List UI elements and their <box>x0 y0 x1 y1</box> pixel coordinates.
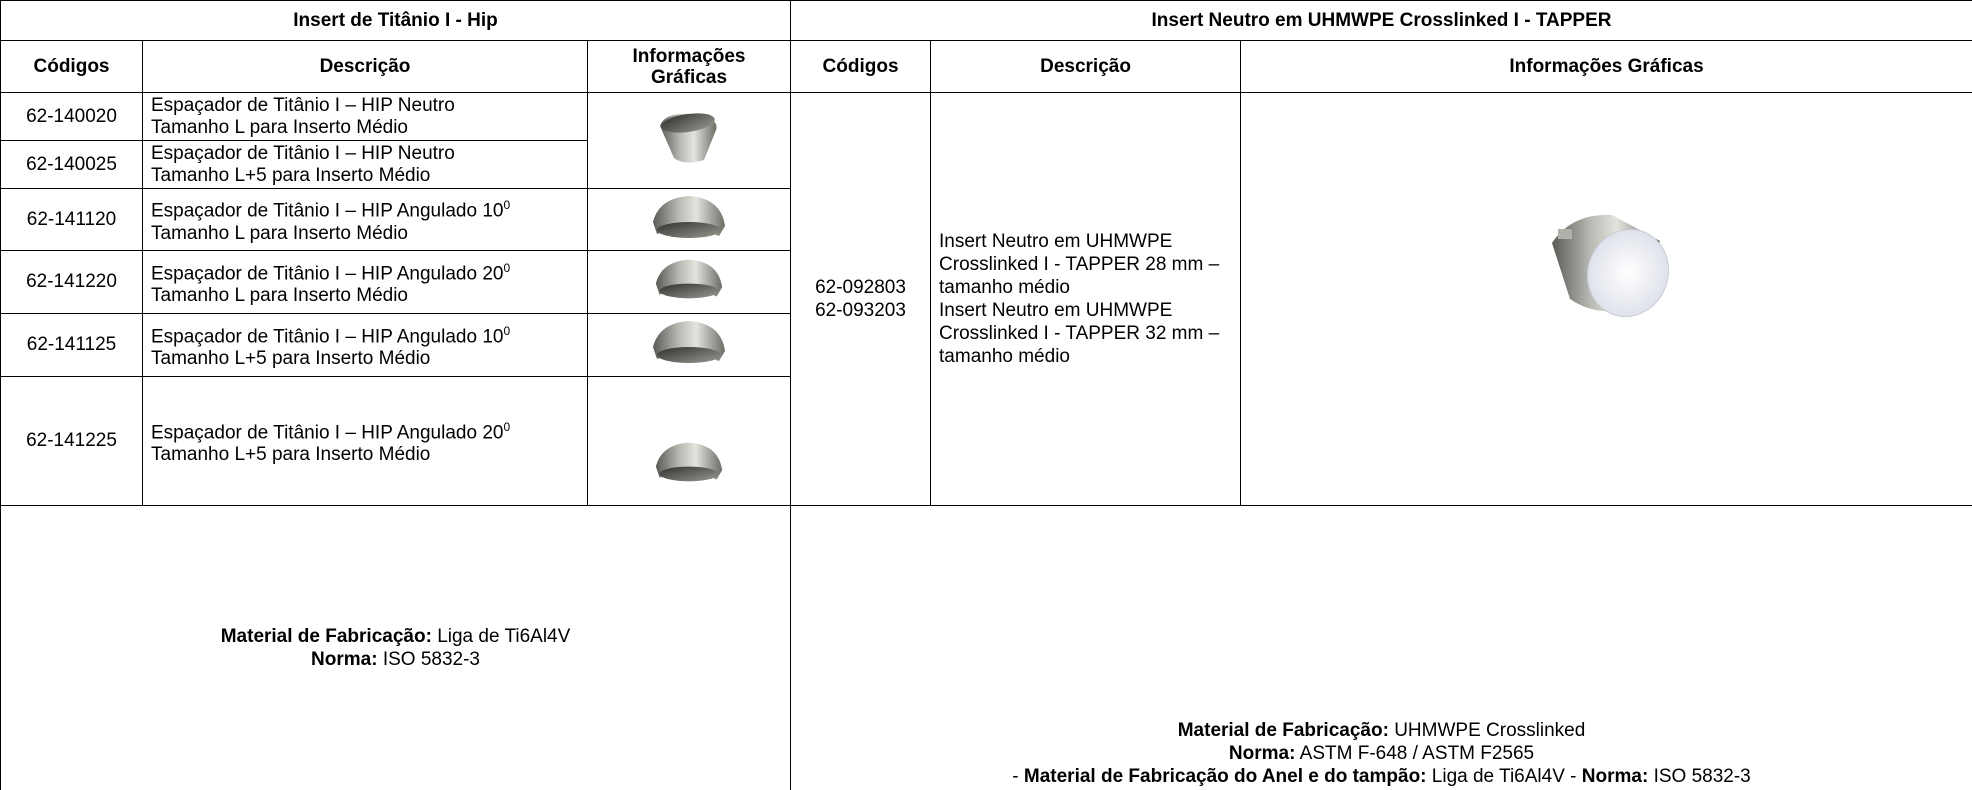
value: ISO 5832-3 <box>382 649 480 670</box>
header: Códigos <box>0 40 143 93</box>
value: Liga de Ti6Al4V - <box>1431 766 1577 787</box>
header: Informações Gráficas <box>1240 40 1972 93</box>
image-cell <box>586 250 792 314</box>
insert-image <box>1551 214 1669 318</box>
desc-line: Tamanho L para Inserto Médio <box>151 222 409 244</box>
label: Material de Fabricação do Anel e do tamp… <box>1023 766 1427 787</box>
spacer-image <box>655 259 723 299</box>
description: Espaçador de Titânio I – HIP Neutro Taman… <box>142 140 588 189</box>
value: ASTM F-648 / ASTM F2565 <box>1299 743 1535 764</box>
description-cell: Insert Neutro em UHMWPE Crosslinked I - … <box>930 92 1242 506</box>
description: Insert Neutro em UHMWPE Crosslinked I - … <box>939 300 1220 367</box>
desc-line: Tamanho L+5 para Inserto Médio <box>151 164 431 186</box>
desc-line: Tamanho L para Inserto Médio <box>151 116 409 138</box>
label: Material de Fabricação: <box>1177 720 1389 741</box>
desc-line: Tamanho L para Inserto Médio <box>151 285 409 307</box>
code: 62-141220 <box>0 250 143 314</box>
value: Liga de Ti6Al4V <box>437 626 571 647</box>
image-cell <box>586 313 792 377</box>
spacer-image <box>655 442 723 482</box>
description: Espaçador de Titânio I – HIP Angulado 10… <box>142 313 588 377</box>
code: 62-141120 <box>0 188 143 251</box>
description: Espaçador de Titânio I – HIP Angulado 20… <box>142 376 588 506</box>
desc-line: Tamanho L+5 para Inserto Médio <box>151 348 431 370</box>
desc-line: Espaçador de Titânio I – HIP Angulado 20 <box>151 263 504 285</box>
image-cell <box>1240 92 1972 506</box>
right-footer: Material de Fabricação: UHMWPE Crosslink… <box>790 505 1972 790</box>
right-title: Insert Neutro em UHMWPE Crosslinked I - … <box>790 0 1972 41</box>
header: Descrição <box>930 40 1242 93</box>
superscript: 0 <box>503 323 511 338</box>
label: Norma: <box>1228 743 1296 764</box>
code: 62-140020 <box>0 92 143 141</box>
left-title: Insert de Titânio I - Hip <box>0 0 792 41</box>
desc-line: Espaçador de Titânio I – HIP Angulado 10 <box>151 326 504 348</box>
superscript: 0 <box>503 198 511 213</box>
value: ISO 5832-3 <box>1653 766 1751 787</box>
label: Material de Fabricação: <box>220 626 432 647</box>
label: Norma: <box>311 649 378 670</box>
code: 62-141225 <box>0 376 143 506</box>
label: Norma: <box>1581 766 1649 787</box>
image-cell <box>586 376 792 506</box>
code: 62-141125 <box>0 313 143 377</box>
spacer-image <box>653 321 725 363</box>
header: Informações Gráficas <box>586 40 792 93</box>
code: 62-092803 <box>815 277 906 298</box>
desc-line: Tamanho L+5 para Inserto Médio <box>151 444 431 466</box>
header: Códigos <box>790 40 932 93</box>
value: UHMWPE Crosslinked <box>1394 720 1586 741</box>
description: Insert Neutro em UHMWPE Crosslinked I - … <box>939 231 1220 298</box>
description: Espaçador de Titânio I – HIP Neutro Taman… <box>142 92 588 141</box>
spacer-image <box>660 112 717 163</box>
desc-line: Espaçador de Titânio I – HIP Angulado 20 <box>151 422 504 444</box>
description: Espaçador de Titânio I – HIP Angulado 20… <box>142 250 588 314</box>
image-cell <box>586 92 792 189</box>
spacer-image <box>653 195 725 238</box>
description: Espaçador de Titânio I – HIP Angulado 10… <box>142 188 588 251</box>
prefix: - <box>1012 766 1019 787</box>
desc-line: Espaçador de Titânio I – HIP Angulado 10 <box>151 200 504 222</box>
image-cell <box>586 188 792 251</box>
desc-line: Espaçador de Titânio I – HIP Neutro <box>151 142 455 164</box>
code: 62-140025 <box>0 140 143 189</box>
superscript: 0 <box>503 260 511 275</box>
superscript: 0 <box>503 419 511 434</box>
code: 62-093203 <box>815 300 906 321</box>
codes-cell: 62-092803 62-093203 <box>790 92 932 506</box>
desc-line: Espaçador de Titânio I – HIP Neutro <box>151 94 455 116</box>
left-footer: Material de Fabricação: Liga de Ti6Al4V … <box>0 505 792 790</box>
header: Descrição <box>142 40 588 93</box>
